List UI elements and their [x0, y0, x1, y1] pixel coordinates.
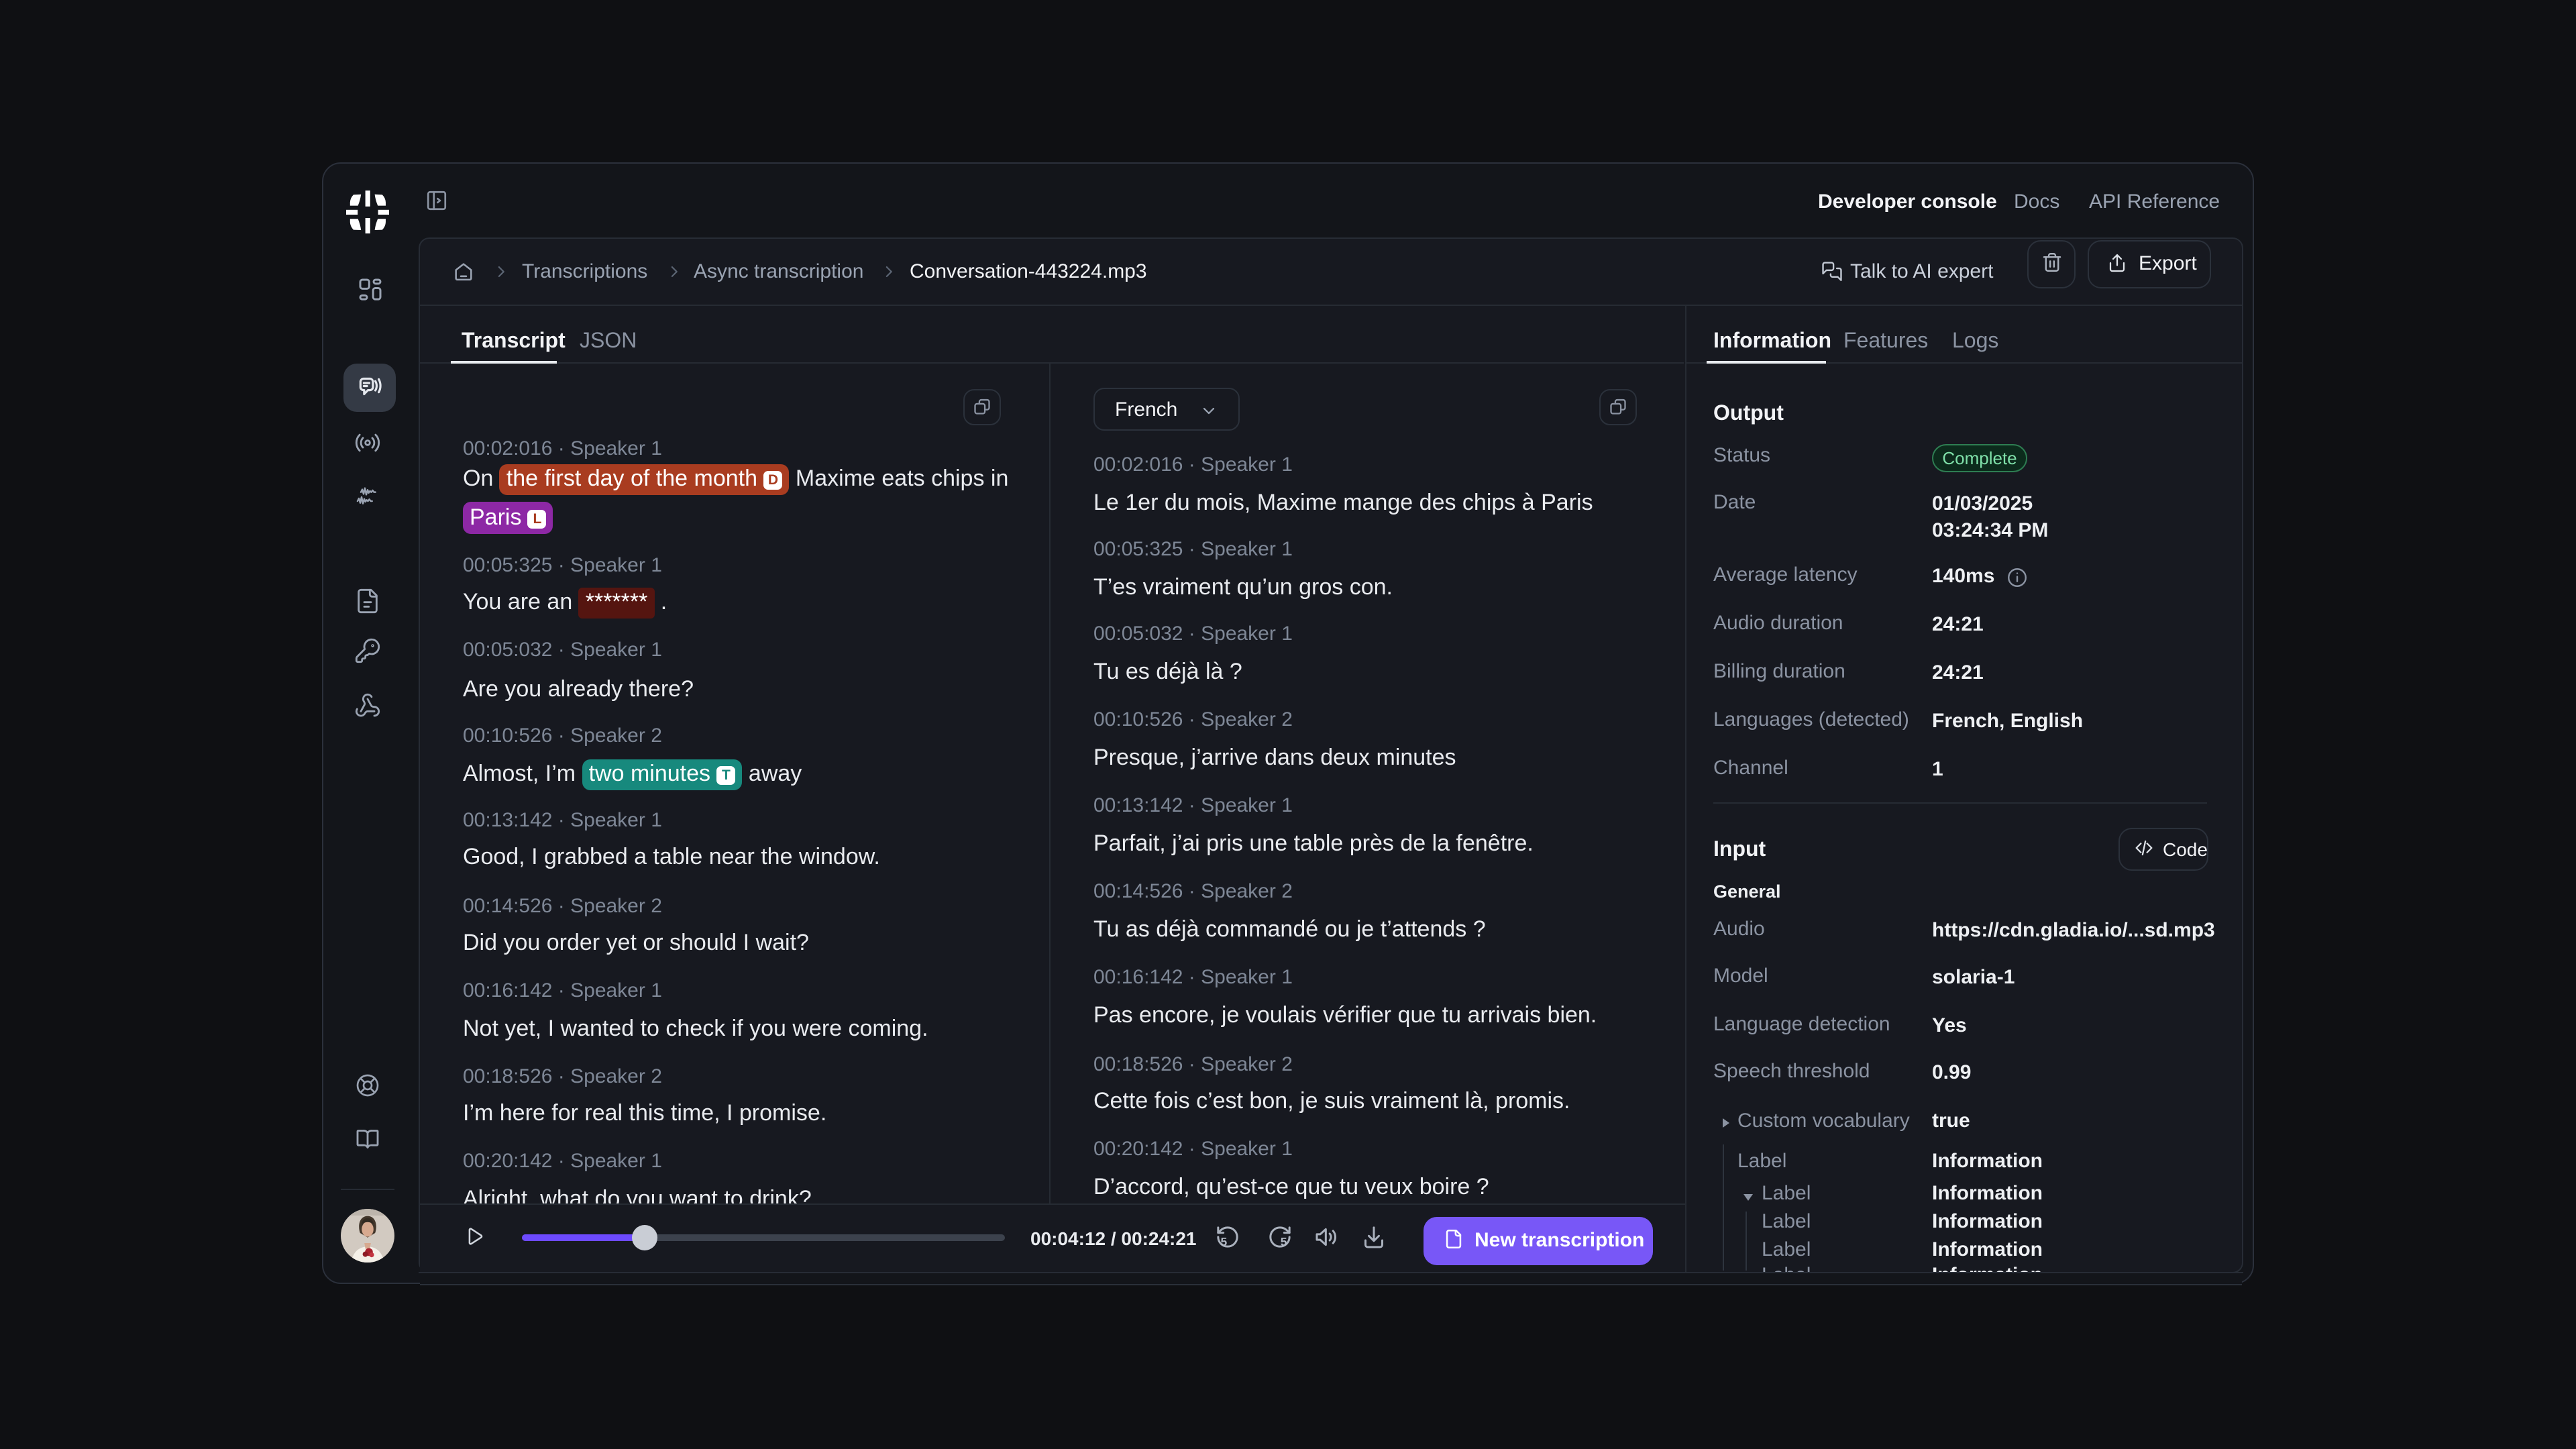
svg-text:5: 5	[1281, 1235, 1287, 1248]
svg-text:5: 5	[1220, 1235, 1227, 1248]
